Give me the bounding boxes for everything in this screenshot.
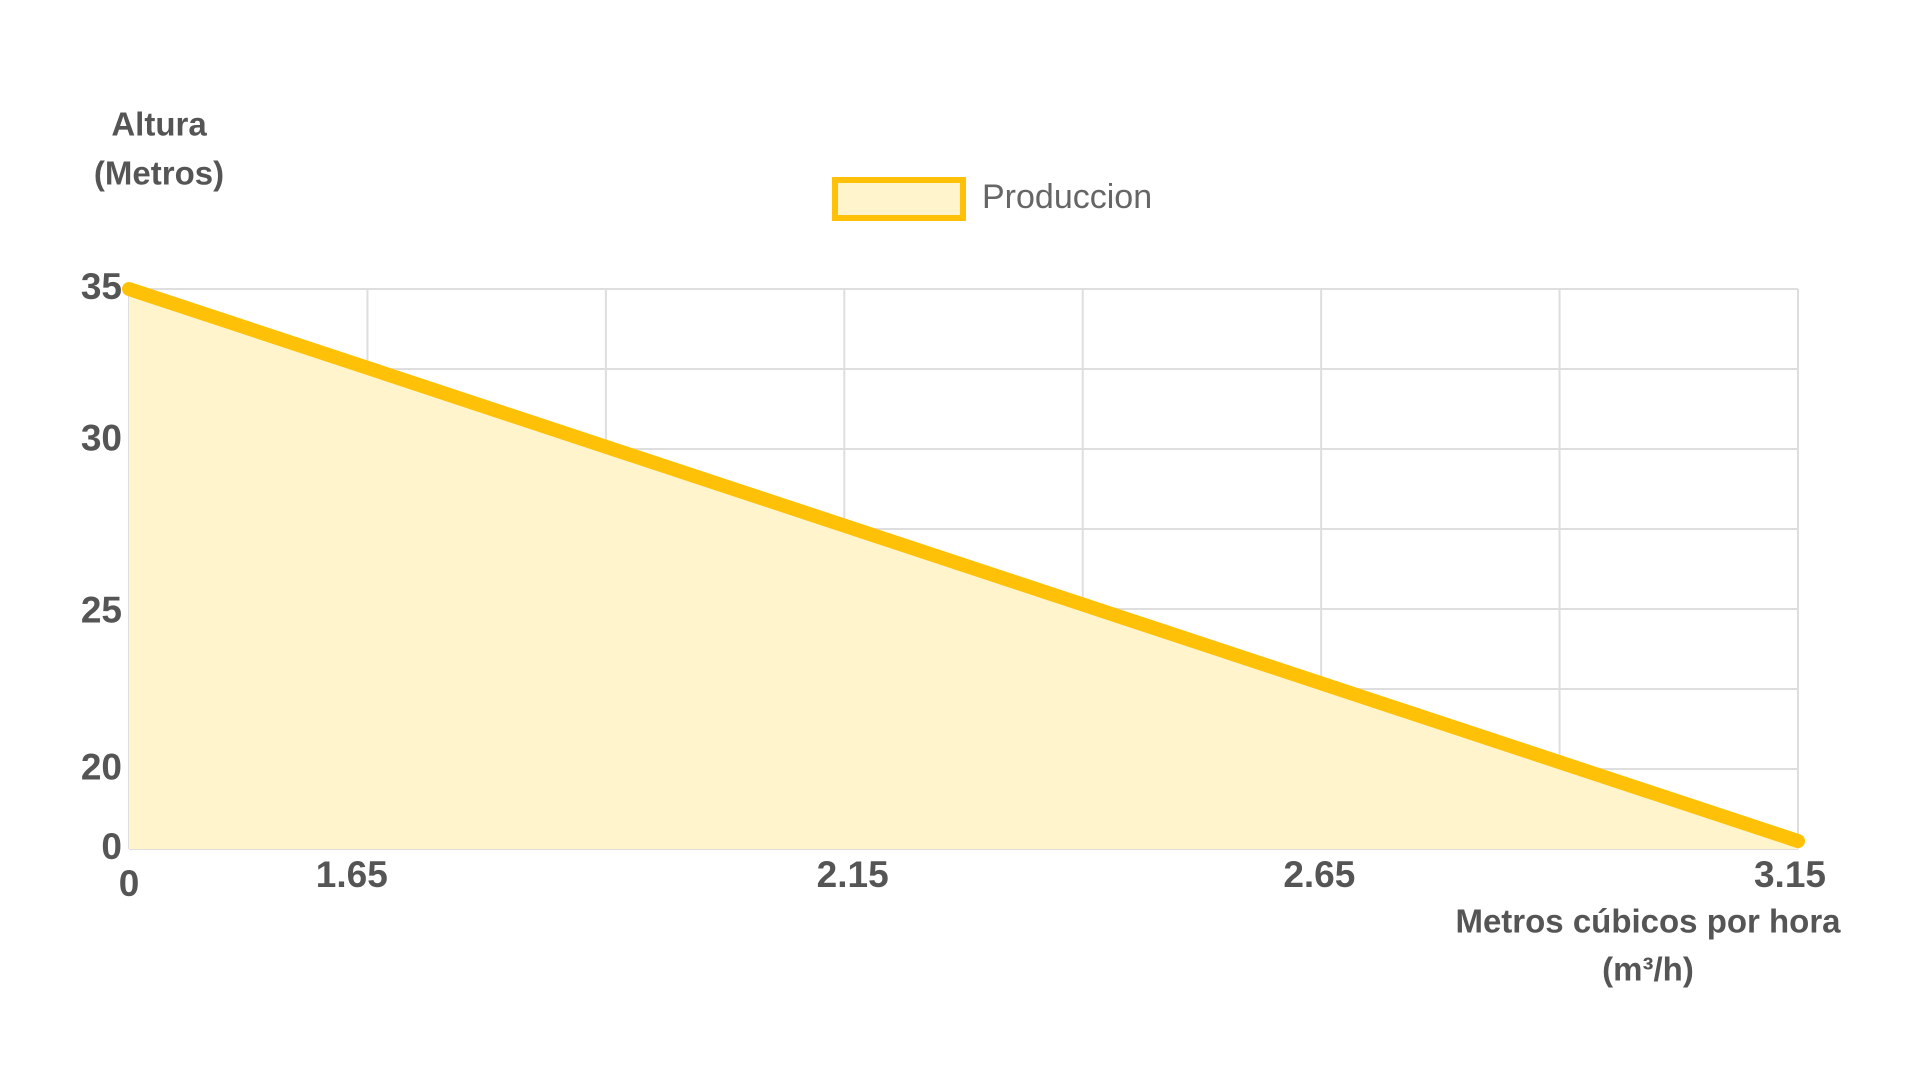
y-tick-label: 25 <box>81 589 122 630</box>
y-tick-label: 35 <box>81 266 122 307</box>
legend-label: Produccion <box>982 178 1152 216</box>
legend-swatch <box>832 177 966 221</box>
y-tick-label: 30 <box>81 418 122 459</box>
x-tick-label: 1.65 <box>316 854 388 895</box>
x-tick-label: 2.15 <box>817 854 889 895</box>
y-tick-label: 20 <box>81 746 122 787</box>
x-axis-title: (m³/h) <box>1602 951 1694 988</box>
x-axis-title: Metros cúbicos por hora <box>1455 903 1841 940</box>
y-tick-label: 0 <box>101 826 122 867</box>
y-axis-title: Altura <box>111 106 207 143</box>
x-tick-label: 3.15 <box>1754 854 1826 895</box>
x-tick-label: 2.65 <box>1283 854 1355 895</box>
x-tick-label: 0 <box>119 863 140 904</box>
line <box>122 282 1805 849</box>
y-axis-title: (Metros) <box>94 155 224 192</box>
